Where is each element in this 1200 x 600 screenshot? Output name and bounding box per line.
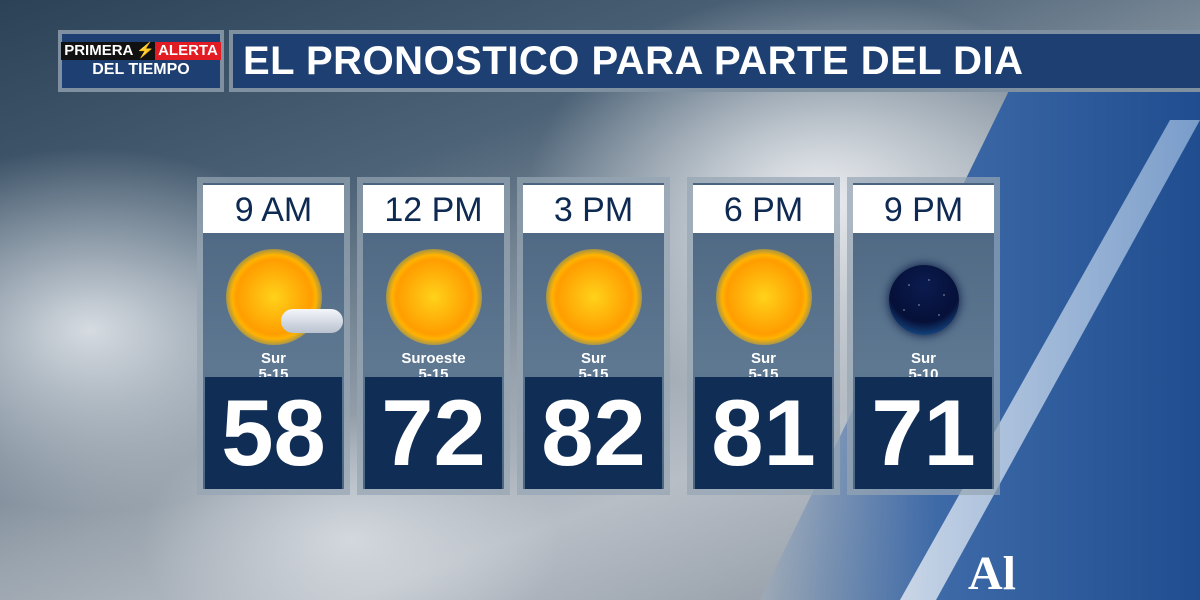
forecast-panel: 9 PM Sur 5-10 71 [847,177,1000,495]
forecast-panel: 3 PM Sur 5-15 82 [517,177,670,495]
logo-alerta: ALERTA [155,42,221,60]
temperature: 72 [365,377,502,489]
lightning-icon: ⚡ [136,42,156,60]
forecast-time: 3 PM [523,185,664,233]
title-bar: EL PRONOSTICO PARA PARTE DEL DIA [229,30,1200,92]
temperature: 81 [695,377,832,489]
sun-icon [385,249,482,345]
forecast-panel: 6 PM Sur 5-15 81 [687,177,840,495]
wind-direction: Sur [580,350,606,367]
page-title: EL PRONOSTICO PARA PARTE DEL DIA [233,34,1200,88]
forecast-panel: 9 AM Sur 5-15 58 [197,177,350,495]
temperature: 58 [205,377,342,489]
wind-direction: Sur [910,350,936,367]
temperature: 71 [855,377,992,489]
primera-alerta-logo: PRIMERA ⚡ ALERTA DEL TIEMPO [58,30,224,92]
wind-direction: Suroeste [401,350,466,367]
logo-del-tiempo: DEL TIEMPO [92,61,190,78]
sun-icon [545,249,642,345]
cloud-icon [281,309,343,333]
forecast-time: 9 AM [203,185,344,233]
station-logo: Al [968,547,1016,600]
wind-direction: Sur [260,350,286,367]
logo-primera: PRIMERA [61,42,137,60]
clear-night-icon [888,265,959,335]
forecast-time: 12 PM [363,185,504,233]
wind-direction: Sur [750,350,776,367]
forecast-time: 6 PM [693,185,834,233]
temperature: 82 [525,377,662,489]
forecast-time: 9 PM [853,185,994,233]
forecast-panel: 12 PM Suroeste 5-15 72 [357,177,510,495]
sun-icon [715,249,812,345]
